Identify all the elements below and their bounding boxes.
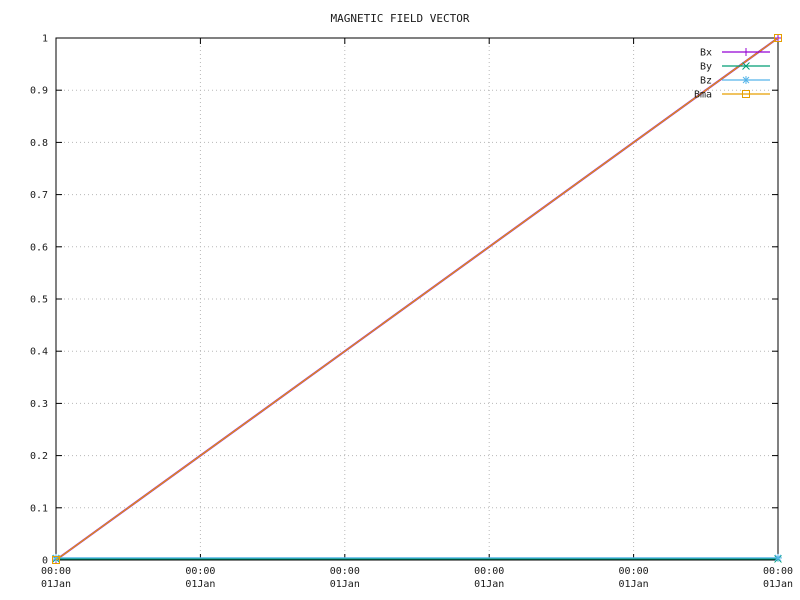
chart-title: MAGNETIC FIELD VECTOR <box>330 12 470 25</box>
series-Bz <box>52 553 782 562</box>
x-tick-time-label: 00:00 <box>619 566 649 577</box>
y-tick-label: 0.2 <box>30 451 48 462</box>
y-tick-label: 0.8 <box>30 138 48 149</box>
y-tick-label: 0.9 <box>30 86 48 97</box>
series-Bma <box>52 34 782 564</box>
y-tick-label: 0.4 <box>30 347 48 358</box>
y-tick-label: 0 <box>42 556 48 567</box>
marker-square-open <box>52 556 60 564</box>
marker-plus <box>742 48 750 56</box>
legend: Bx By Bz Bma <box>694 48 770 101</box>
marker-asterisk <box>742 76 750 84</box>
marker-square-open <box>742 90 750 98</box>
x-tick-time-label: 00:00 <box>763 566 793 577</box>
x-tick-time-label: 00:00 <box>330 566 360 577</box>
legend-label-Bx: Bx <box>700 48 712 59</box>
y-tick-label: 1 <box>42 34 48 45</box>
legend-label-Bma: Bma <box>694 90 712 101</box>
x-tick-date-label: 01Jan <box>763 579 793 590</box>
x-tick-time-label: 00:00 <box>474 566 504 577</box>
x-tick-time-label: 00:00 <box>185 566 215 577</box>
x-tick-date-label: 01Jan <box>41 579 71 590</box>
marker-x <box>742 62 750 70</box>
series-By <box>52 555 782 563</box>
y-tick-label: 0.3 <box>30 399 48 410</box>
x-tick-date-label: 01Jan <box>330 579 360 590</box>
marker-square-open <box>774 34 782 42</box>
x-tick-date-label: 01Jan <box>185 579 215 590</box>
legend-item-Bx: Bx <box>700 48 770 59</box>
y-axis-labels: 0 0.1 0.2 0.3 0.4 0.5 0.6 0.7 0.8 0.9 1 <box>30 34 48 567</box>
x-tick-date-label: 01Jan <box>474 579 504 590</box>
marker-asterisk <box>774 553 782 562</box>
gridlines <box>55 37 779 561</box>
x-tick-time-label: 00:00 <box>41 566 71 577</box>
legend-item-Bz: Bz <box>700 76 770 87</box>
x-tick-date-label: 01Jan <box>619 579 649 590</box>
legend-label-Bz: Bz <box>700 76 712 87</box>
series-line-Bma <box>55 37 779 561</box>
y-tick-label: 0.1 <box>30 503 48 514</box>
y-tick-label: 0.6 <box>30 242 48 253</box>
legend-item-Bma: Bma <box>694 90 770 101</box>
legend-label-By: By <box>700 62 712 73</box>
x-axis-labels: 00:00 01Jan 00:00 01Jan 00:00 01Jan 00:00 01Jan… <box>41 566 793 590</box>
legend-item-By: By <box>700 62 770 73</box>
y-tick-label: 0.7 <box>30 190 48 201</box>
y-tick-label: 0.5 <box>30 295 48 306</box>
